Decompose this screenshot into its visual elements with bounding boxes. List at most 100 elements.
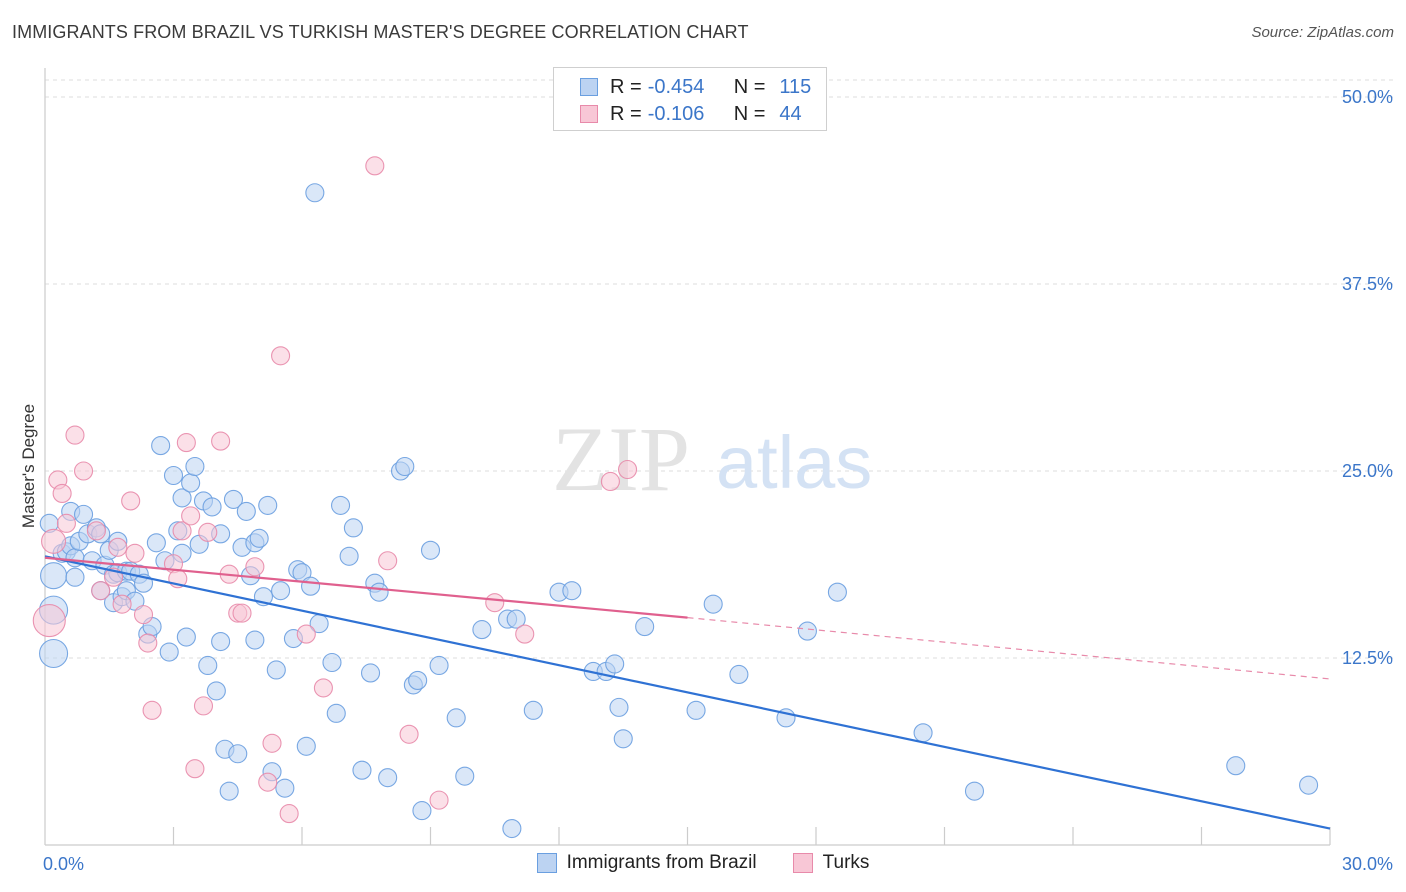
turks-point	[232, 603, 252, 623]
brazil-point	[339, 546, 359, 566]
brazil-point	[360, 663, 381, 683]
brazil-point	[206, 681, 226, 701]
turks-point	[142, 700, 162, 720]
brazil-point	[219, 781, 239, 801]
turks-point	[41, 528, 67, 554]
brazil-point	[74, 504, 94, 524]
brazil-point	[40, 562, 68, 590]
brazil-point	[305, 183, 325, 203]
watermark-atlas: atlas	[716, 421, 872, 504]
series-legend-brazil: Immigrants from Brazil	[536, 852, 757, 874]
turks-point	[193, 696, 214, 716]
turks-point	[313, 678, 333, 698]
brazil-point	[913, 723, 933, 743]
turks-point	[485, 593, 505, 613]
legend-r-value: -0.106	[647, 102, 705, 125]
brazil-point	[412, 801, 432, 821]
brazil-point	[420, 540, 441, 560]
brazil-point	[827, 582, 847, 602]
legend-r-label: R =	[610, 102, 642, 125]
series-legend-turks: Turks	[792, 852, 870, 874]
turks-point	[399, 724, 419, 744]
turks-point	[56, 513, 76, 533]
series-label-turks: Turks	[822, 852, 870, 873]
turks-point	[91, 581, 111, 601]
brazil-point	[343, 518, 363, 538]
turks-point	[185, 759, 205, 779]
legend-n-value: 115	[779, 75, 812, 98]
turks-point	[121, 491, 141, 511]
turks-point	[176, 433, 196, 453]
axis-labels: 12.5% 25.0% 37.5% 50.0% 0.0% 30.0% Master's De…	[19, 87, 1393, 874]
brazil-point	[146, 533, 166, 553]
turks-point	[65, 425, 85, 445]
brazil-point	[369, 582, 389, 602]
brazil-point	[613, 729, 633, 749]
brazil-point	[446, 708, 466, 728]
series-swatch-brazil	[536, 853, 557, 873]
turks-point	[108, 537, 128, 557]
brazil-point	[258, 495, 278, 515]
brazil-point	[271, 581, 291, 601]
brazil-point	[330, 495, 351, 515]
brazil-point	[185, 456, 205, 477]
x-tick-label: 30.0%	[1342, 854, 1393, 874]
brazil-point	[964, 781, 985, 801]
turks-point	[125, 543, 145, 563]
brazil-point	[296, 736, 316, 756]
brazil-point	[249, 528, 269, 548]
brazil-point	[223, 489, 244, 509]
brazil-point	[472, 620, 492, 640]
turks-point	[181, 506, 201, 526]
legend-row-turks: R = -0.106 N = 44	[580, 101, 802, 127]
brazil-point	[151, 436, 171, 456]
y-tick-label: 12.5%	[1342, 648, 1393, 668]
brazil-point	[562, 581, 582, 601]
brazil-point	[301, 576, 321, 596]
brazil-point	[378, 768, 398, 788]
brazil-point	[266, 660, 286, 680]
brazil-point	[408, 670, 428, 690]
brazil-point	[245, 630, 265, 650]
turks-point	[617, 459, 638, 480]
legend-n-label: N =	[733, 102, 766, 125]
brazil-point	[236, 501, 256, 521]
turks-trend-line	[44, 556, 688, 619]
brazil-point	[703, 594, 723, 614]
brazil-point	[39, 638, 69, 669]
turks-point	[138, 633, 158, 653]
turks-trend-extension	[687, 617, 1331, 680]
brazil-trend-line	[44, 555, 1331, 830]
brazil-point	[635, 617, 655, 637]
legend-n-value: 44	[779, 102, 802, 125]
watermark-zip: ZIP	[552, 408, 690, 510]
brazil-point	[502, 818, 522, 839]
brazil-point	[176, 627, 196, 647]
legend-row-brazil: R = -0.454 N = 115	[580, 74, 811, 100]
y-tick-label: 25.0%	[1342, 461, 1393, 481]
brazil-point	[228, 744, 248, 764]
brazil-point	[202, 497, 222, 517]
turks-point	[515, 624, 535, 644]
brazil-point	[506, 609, 526, 629]
legend-r-label: R =	[610, 75, 642, 98]
turks-point	[429, 790, 449, 810]
brazil-point	[159, 642, 179, 662]
turks-point	[172, 521, 192, 541]
turks-point	[378, 551, 398, 571]
brazil-point	[429, 655, 449, 676]
series-label-brazil: Immigrants from Brazil	[566, 852, 757, 873]
brazil-point	[198, 655, 218, 676]
turks-point	[32, 604, 66, 638]
turks-point	[279, 804, 299, 824]
legend-swatch-turks	[580, 105, 598, 123]
turks-point	[198, 522, 218, 542]
chart-title: IMMIGRANTS FROM BRAZIL VS TURKISH MASTER…	[12, 22, 749, 42]
turks-point	[112, 594, 132, 614]
watermark: ZIP atlas	[552, 408, 872, 510]
x-tick-label: 0.0%	[43, 854, 84, 874]
legend-swatch-brazil	[580, 78, 598, 96]
turks-point	[600, 471, 620, 492]
brazil-point	[326, 703, 346, 723]
